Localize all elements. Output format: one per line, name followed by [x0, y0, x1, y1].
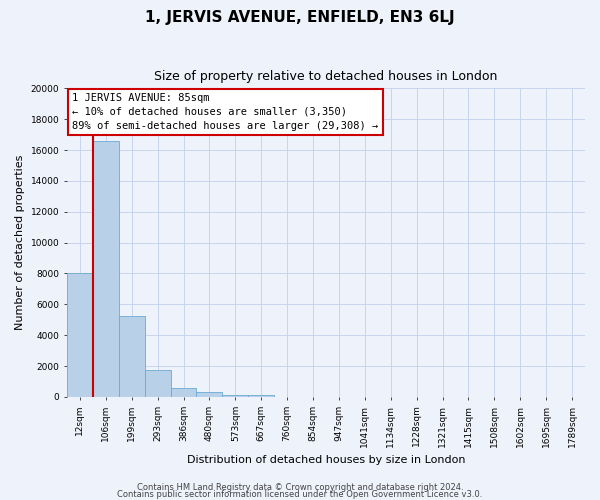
Text: Contains HM Land Registry data © Crown copyright and database right 2024.: Contains HM Land Registry data © Crown c… [137, 484, 463, 492]
Bar [248, 396, 274, 397]
Title: Size of property relative to detached houses in London: Size of property relative to detached ho… [154, 70, 497, 83]
Bar [93, 141, 119, 397]
Bar [223, 394, 248, 397]
Bar [145, 370, 170, 397]
Text: Contains public sector information licensed under the Open Government Licence v3: Contains public sector information licen… [118, 490, 482, 499]
Bar [67, 272, 93, 397]
Bar [196, 392, 223, 397]
Y-axis label: Number of detached properties: Number of detached properties [15, 155, 25, 330]
Text: 1, JERVIS AVENUE, ENFIELD, EN3 6LJ: 1, JERVIS AVENUE, ENFIELD, EN3 6LJ [145, 10, 455, 25]
Bar [170, 388, 196, 397]
X-axis label: Distribution of detached houses by size in London: Distribution of detached houses by size … [187, 455, 465, 465]
Bar [119, 316, 145, 397]
Text: 1 JERVIS AVENUE: 85sqm
← 10% of detached houses are smaller (3,350)
89% of semi-: 1 JERVIS AVENUE: 85sqm ← 10% of detached… [72, 93, 379, 131]
